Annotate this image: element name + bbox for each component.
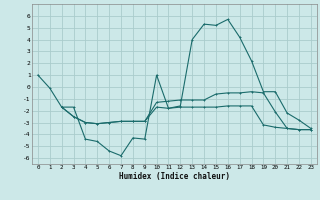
X-axis label: Humidex (Indice chaleur): Humidex (Indice chaleur) [119, 172, 230, 181]
